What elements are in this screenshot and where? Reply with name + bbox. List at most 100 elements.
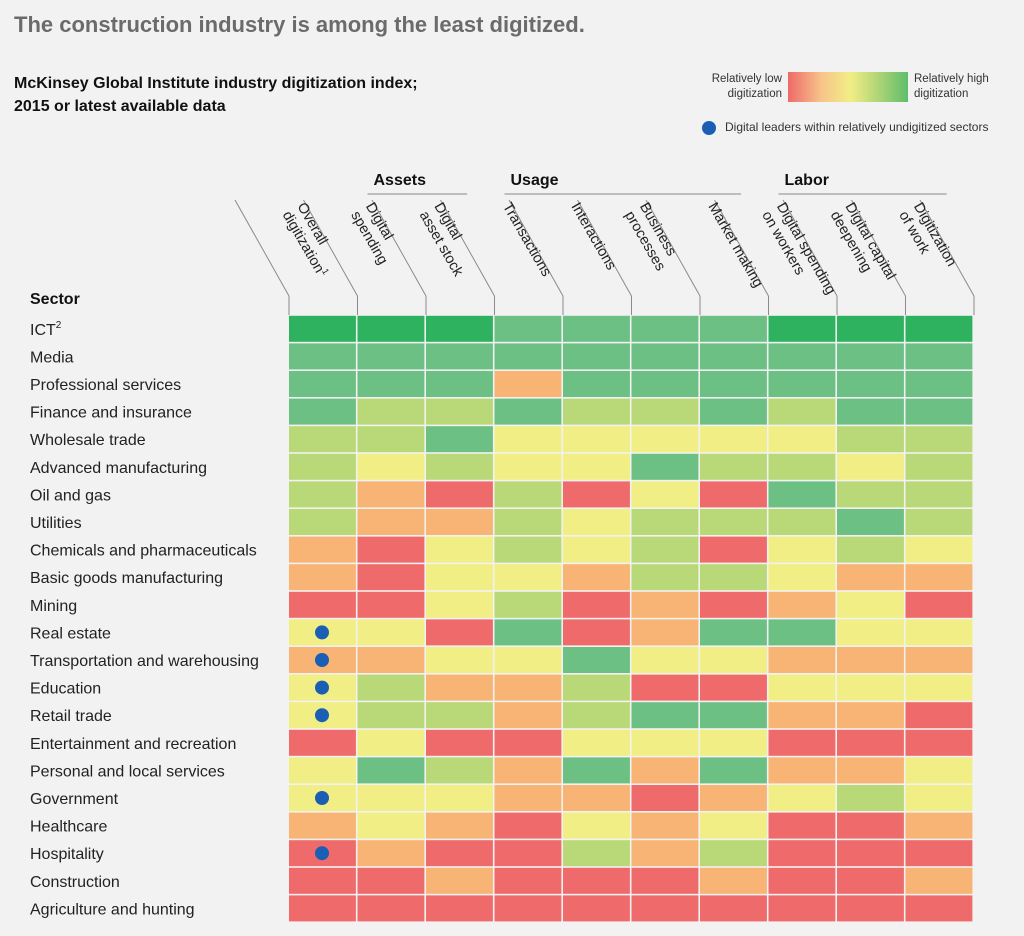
heatmap-cell xyxy=(289,564,356,591)
heatmap-cell xyxy=(494,398,562,425)
heatmap-cell xyxy=(768,315,836,342)
legend-high-label: Relatively high digitization xyxy=(914,72,1014,102)
heatmap-cell xyxy=(631,426,699,453)
heatmap-cell xyxy=(700,785,767,811)
heatmap-cell xyxy=(289,481,356,508)
heatmap-cell xyxy=(837,426,904,453)
heatmap-cell xyxy=(631,674,699,701)
sector-label: Professional services xyxy=(30,377,181,394)
heatmap-cell xyxy=(905,674,973,701)
heatmap-cell xyxy=(631,647,699,673)
heatmap-cell xyxy=(768,895,836,922)
heatmap-cell xyxy=(631,619,699,646)
heatmap-cell xyxy=(768,371,836,397)
heatmap-cell xyxy=(905,702,973,729)
heatmap-cell xyxy=(905,619,973,646)
heatmap-cell xyxy=(837,619,904,646)
heatmap-cell xyxy=(357,315,425,342)
heatmap-cell xyxy=(631,564,699,591)
heatmap-cell xyxy=(837,674,904,701)
heatmap-cell xyxy=(700,343,767,370)
heatmap-cell xyxy=(837,895,904,922)
heatmap-cell xyxy=(357,840,425,867)
heatmap-cell xyxy=(563,509,630,535)
heatmap-cell xyxy=(357,426,425,453)
heatmap-cell xyxy=(837,757,904,784)
heatmap-cell xyxy=(426,564,493,591)
heatmap-cell xyxy=(357,453,425,480)
heatmap-cell xyxy=(494,757,562,784)
header-slant-line xyxy=(577,199,632,297)
legend-gradient xyxy=(788,72,908,102)
heatmap-cell xyxy=(357,619,425,646)
heatmap-cell xyxy=(357,647,425,673)
heatmap-cell xyxy=(700,895,767,922)
heatmap-cell xyxy=(837,371,904,397)
heatmap-cell xyxy=(357,343,425,370)
header-slant-line xyxy=(508,199,564,297)
heatmap-cell xyxy=(289,895,356,922)
column-header: Interactions xyxy=(568,200,619,273)
header-slant-line xyxy=(714,199,769,297)
heatmap-cell xyxy=(494,426,562,453)
digital-leader-dot xyxy=(315,791,329,805)
heatmap-cell xyxy=(905,371,973,397)
heatmap-cell xyxy=(426,371,493,397)
heatmap-cell xyxy=(563,398,630,425)
heatmap-cell xyxy=(426,757,493,784)
sector-label: Personal and local services xyxy=(30,763,225,780)
sector-label: Basic goods manufacturing xyxy=(30,570,223,587)
heatmap-cell xyxy=(563,729,630,756)
heatmap-cell xyxy=(494,315,562,342)
heatmap-cell xyxy=(837,315,904,342)
heatmap-cell xyxy=(426,895,493,922)
sector-label: Transportation and warehousing xyxy=(30,653,259,670)
column-group-label: Assets xyxy=(374,172,427,189)
header-slant-line xyxy=(234,199,290,297)
sector-header: Sector xyxy=(30,291,80,308)
heatmap-cell xyxy=(357,398,425,425)
heatmap-cell xyxy=(837,591,904,618)
heatmap-cell xyxy=(837,536,904,563)
heatmap-cell xyxy=(768,536,836,563)
heatmap-cell xyxy=(631,895,699,922)
heatmap-cell xyxy=(905,840,973,867)
heatmap-cell xyxy=(494,536,562,563)
heatmap-cell xyxy=(700,702,767,729)
heatmap-cell xyxy=(631,453,699,480)
sector-label: Education xyxy=(30,681,101,698)
digital-leader-dot xyxy=(315,625,329,640)
heatmap-cell xyxy=(289,453,356,480)
column-header-footnote: 1 xyxy=(320,267,331,276)
heatmap-cell xyxy=(289,729,356,756)
heatmap-cell xyxy=(563,757,630,784)
heatmap-cell xyxy=(700,536,767,563)
heatmap-cell xyxy=(289,509,356,535)
heatmap-cell xyxy=(426,702,493,729)
heatmap-cell xyxy=(905,536,973,563)
heatmap-cell xyxy=(563,674,630,701)
heatmap-cell xyxy=(700,840,767,867)
heatmap-cell xyxy=(563,481,630,508)
header-slant-line xyxy=(303,199,358,297)
sector-label: Utilities xyxy=(30,515,82,532)
sector-label: Real estate xyxy=(30,625,111,642)
header-slant-line xyxy=(782,199,838,297)
heatmap-cell xyxy=(563,453,630,480)
heatmap-cell xyxy=(426,729,493,756)
heatmap-cell xyxy=(563,785,630,811)
heatmap-cell xyxy=(494,840,562,867)
sector-footnote: 2 xyxy=(56,320,62,331)
heatmap-cell xyxy=(631,315,699,342)
heatmap-cell xyxy=(357,702,425,729)
column-group-label: Labor xyxy=(785,172,829,189)
heatmap-cell xyxy=(768,564,836,591)
heatmap-cell xyxy=(768,426,836,453)
heatmap-cell xyxy=(837,509,904,535)
sector-label: Retail trade xyxy=(30,708,112,725)
subtitle-line-2: 2015 or latest available data xyxy=(14,98,226,115)
